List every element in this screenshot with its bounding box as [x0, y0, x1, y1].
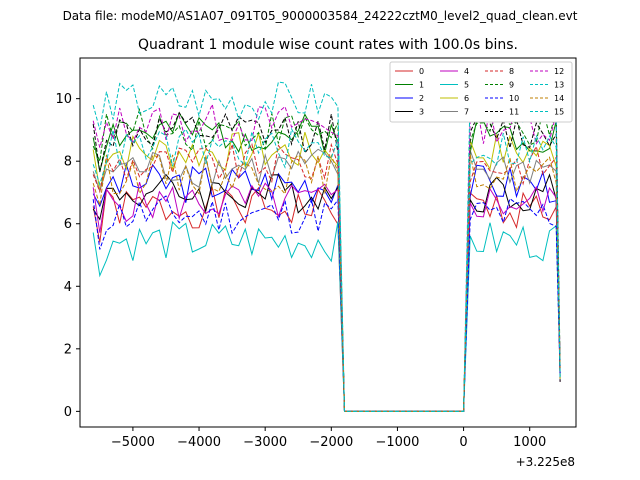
legend-label-5: 5: [464, 81, 469, 90]
legend-label-3: 3: [419, 108, 424, 117]
series-line-3: [92, 173, 561, 412]
x-tick-label: 0: [459, 435, 467, 450]
legend-label-8: 8: [509, 67, 514, 76]
series-line-15: [92, 127, 561, 412]
y-tick-label: 6: [64, 217, 72, 232]
series-line-14: [92, 153, 561, 412]
y-axis: 0 2 4 6 8 10: [55, 92, 80, 420]
series-line-12: [92, 102, 561, 412]
series-line-11: [92, 111, 561, 412]
legend-label-9: 9: [509, 81, 514, 90]
x-tick-label: −5000: [111, 435, 155, 450]
series-line-5: [92, 220, 561, 412]
series-line-13: [92, 80, 561, 412]
y-tick-label: 10: [55, 92, 72, 107]
y-tick-label: 4: [64, 280, 72, 295]
figure-suptitle: Data file: modeM0/AS1A07_091T05_90000035…: [63, 9, 578, 23]
x-offset-label: +3.225e8: [516, 455, 575, 469]
series-line-0: [92, 185, 561, 412]
axes-frame: [79, 57, 577, 428]
series-line-1: [92, 111, 561, 412]
plot-area: [92, 80, 561, 412]
y-tick-label: 2: [64, 342, 72, 357]
legend-label-7: 7: [464, 108, 469, 117]
chart-title: Quadrant 1 module wise count rates with …: [138, 37, 518, 53]
series-line-10: [92, 195, 561, 412]
legend-label-0: 0: [419, 67, 424, 76]
y-tick-label: 8: [64, 155, 72, 170]
x-tick-label: −1000: [375, 435, 419, 450]
x-tick-label: −3000: [243, 435, 287, 450]
legend-label-15: 15: [554, 108, 564, 117]
legend-label-1: 1: [419, 81, 424, 90]
legend-label-11: 11: [509, 108, 519, 117]
series-line-6: [92, 131, 561, 412]
x-tick-label: −2000: [309, 435, 353, 450]
legend-label-10: 10: [509, 94, 519, 103]
legend-label-14: 14: [554, 94, 564, 103]
legend-label-6: 6: [464, 94, 469, 103]
legend-label-12: 12: [554, 67, 564, 76]
y-tick-label: 0: [64, 405, 72, 420]
legend-label-4: 4: [464, 67, 469, 76]
series-line-4: [92, 182, 561, 412]
x-tick-label: 1000: [513, 435, 546, 450]
series-line-8: [92, 142, 561, 412]
legend-box: [389, 61, 573, 123]
series-line-2: [92, 162, 561, 412]
x-axis: −5000 −4000 −3000 −2000 −1000 0 1000: [111, 427, 546, 450]
legend-label-13: 13: [554, 81, 564, 90]
series-line-9: [92, 107, 561, 412]
x-tick-label: −4000: [177, 435, 221, 450]
legend-label-2: 2: [419, 94, 424, 103]
